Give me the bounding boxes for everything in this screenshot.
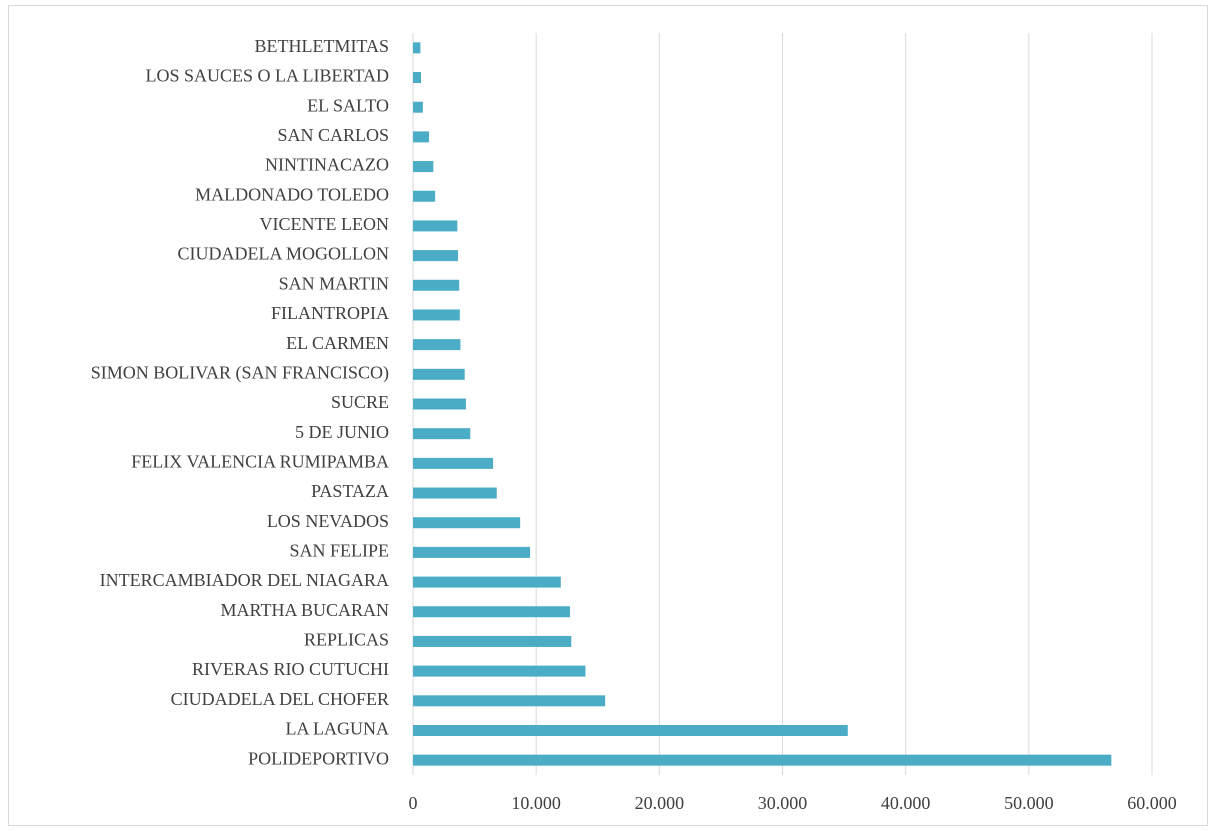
y-tick-label: VICENTE LEON [260, 214, 389, 234]
y-tick-label: LOS SAUCES O LA LIBERTAD [146, 66, 390, 86]
bar [413, 487, 497, 499]
bar [413, 131, 430, 143]
bar [413, 190, 436, 202]
y-tick-label: MARTHA BUCARAN [221, 600, 389, 620]
bar [413, 695, 606, 707]
y-tick-label: PASTAZA [311, 481, 389, 501]
bar [413, 754, 1112, 766]
y-tick-label: REPLICAS [304, 630, 389, 650]
y-tick-label: INTERCAMBIADOR DEL NIAGARA [100, 570, 389, 590]
y-tick-label: SIMON BOLIVAR (SAN FRANCISCO) [91, 362, 389, 383]
bar [413, 546, 531, 558]
x-tick-label: 10.000 [511, 793, 561, 813]
y-tick-label: 5 DE JUNIO [295, 422, 389, 442]
y-tick-label: SAN CARLOS [277, 125, 389, 145]
y-tick-label: SAN MARTIN [279, 273, 389, 293]
x-tick-label: 20.000 [635, 793, 685, 813]
bar [413, 576, 561, 588]
x-tick-label: 40.000 [881, 793, 931, 813]
bar [413, 42, 421, 54]
bar [413, 428, 471, 440]
bar [413, 250, 458, 262]
bar [413, 72, 422, 84]
y-tick-label: CIUDADELA DEL CHOFER [171, 689, 389, 709]
y-tick-label: LOS NEVADOS [267, 511, 389, 531]
y-tick-label: EL CARMEN [286, 333, 389, 353]
x-tick-label: 50.000 [1004, 793, 1054, 813]
y-tick-label: NINTINACAZO [265, 155, 389, 175]
y-tick-label: POLIDEPORTIVO [248, 748, 389, 768]
y-tick-label: FELIX VALENCIA RUMIPAMBA [131, 451, 389, 471]
x-tick-label: 60.000 [1127, 793, 1177, 813]
bar [413, 101, 423, 113]
y-tick-label: RIVERAS RIO CUTUCHI [192, 659, 389, 679]
bar [413, 220, 458, 232]
bar [413, 635, 572, 647]
bar [413, 368, 465, 380]
y-tick-label: CIUDADELA MOGOLLON [178, 244, 389, 264]
y-tick-label: SUCRE [331, 392, 389, 412]
bar [413, 606, 571, 618]
bar [413, 309, 460, 321]
bar [413, 339, 461, 351]
y-tick-label: LA LAGUNA [286, 719, 390, 739]
x-tick-label: 0 [409, 793, 418, 813]
bar [413, 517, 521, 529]
bar [413, 398, 466, 410]
bar [413, 279, 460, 291]
bar [413, 724, 848, 736]
x-tick-label: 30.000 [758, 793, 808, 813]
y-tick-label: BETHLETMITAS [254, 36, 389, 56]
y-tick-label: SAN FELIPE [289, 541, 389, 561]
y-tick-label: MALDONADO TOLEDO [195, 184, 389, 204]
bar [413, 665, 586, 677]
chart-frame [8, 5, 1208, 826]
y-tick-label: EL SALTO [307, 95, 389, 115]
bar [413, 457, 494, 469]
y-tick-label: FILANTROPIA [271, 303, 389, 323]
bar [413, 161, 434, 173]
